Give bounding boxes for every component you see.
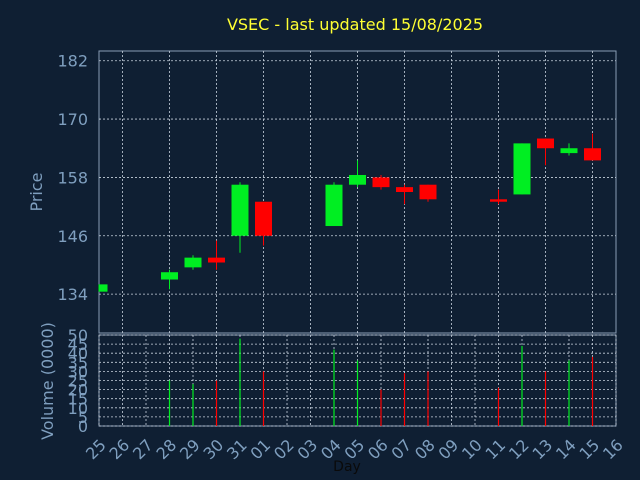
x-axis-label: Day	[333, 459, 361, 475]
volume-axis-label: Volume (0000)	[38, 322, 57, 440]
candle-body	[231, 184, 249, 236]
candle-body	[584, 148, 601, 161]
volume-tick-label: 45	[68, 335, 88, 354]
volume-tick-label: 20	[68, 381, 88, 400]
candle-body	[99, 284, 108, 292]
price-tick-label: 158	[57, 168, 88, 187]
price-tick-label: 146	[57, 227, 88, 246]
price-axis: 134 146 158 170 182	[57, 52, 88, 304]
candle-body	[349, 174, 366, 185]
volume-tick-label: 40	[68, 344, 88, 363]
chart-title: VSEC - last updated 15/08/2025	[227, 15, 483, 34]
candles	[98, 133, 601, 292]
volume-tick-label: 15	[68, 390, 88, 409]
volume-tick-label: 5	[78, 408, 88, 427]
candle-body	[161, 272, 178, 280]
day-labels: 2526272829303101020304050607080910111213…	[82, 435, 627, 463]
volume-tick-label: 50	[68, 326, 88, 345]
candle-body	[537, 138, 554, 149]
candle-body	[490, 199, 507, 202]
volume-tick-label: 35	[68, 353, 88, 372]
candle-body	[208, 257, 225, 263]
volume-tick-label: 0	[78, 417, 88, 436]
price-tick-label: 134	[57, 285, 88, 304]
volume-tick-label: 25	[68, 372, 88, 391]
candle-body	[560, 148, 578, 154]
candle-body	[372, 177, 390, 188]
price-axis-label: Price	[27, 172, 46, 211]
volume-tick-label: 30	[68, 362, 88, 381]
candle-body	[396, 187, 413, 192]
candle-body	[419, 184, 437, 200]
candle-body	[255, 201, 272, 236]
candle-body	[325, 184, 343, 227]
candle-body	[184, 257, 202, 268]
candle-body	[513, 143, 531, 195]
price-tick-label: 182	[57, 52, 88, 71]
volume-tick-label: 10	[68, 399, 88, 418]
volume-bars	[168, 338, 594, 426]
price-tick-label: 170	[57, 110, 88, 129]
